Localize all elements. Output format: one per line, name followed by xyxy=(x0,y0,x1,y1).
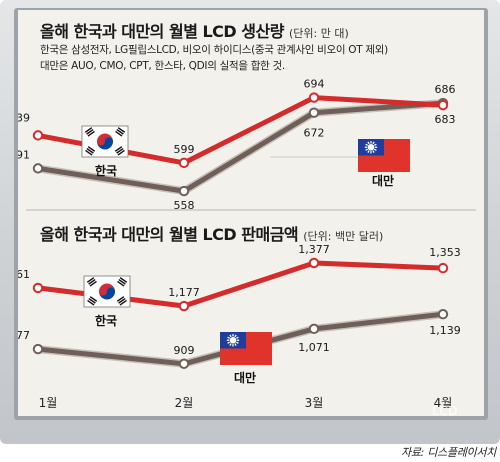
trigram-3 xyxy=(85,146,96,156)
monitor-brand-label: LCD xyxy=(432,404,458,418)
chart2-taiwan-flag-icon xyxy=(220,332,272,365)
trigram-bar xyxy=(114,146,123,152)
trigram-4 xyxy=(114,146,125,156)
trigram-bar xyxy=(87,299,95,306)
chart1-series-2-label-3: 672 xyxy=(304,127,325,140)
chart1-series-1-point-2 xyxy=(178,157,190,169)
chart2-korea-flag-icon xyxy=(83,275,131,308)
chart1-series-2-point-3 xyxy=(308,107,320,118)
chart2-series-2-label-3: 1,071 xyxy=(298,341,330,354)
chart1-unit: (단위: 만 대) xyxy=(289,27,349,40)
trigram-bar xyxy=(117,149,125,156)
chart1-series-2-label-1: 591 xyxy=(18,148,30,161)
trigram-bar xyxy=(86,277,95,283)
trigram-bar xyxy=(119,277,128,283)
chart2-unit: (단위: 백만 달러) xyxy=(303,230,384,243)
chart2-series-1-point-1 xyxy=(32,282,44,294)
trigram-bar xyxy=(89,296,98,302)
trigram-bar xyxy=(116,296,125,302)
chart2-series-1-label-3: 1,377 xyxy=(298,243,330,256)
chart1-note-2: 대만은 AUO, CMO, CPT, 한스타, QDI의 실적을 합한 것. xyxy=(40,60,285,72)
chart2-series-2-label-4: 1,139 xyxy=(429,324,461,337)
chart1-title: 올해 한국과 대만의 월별 LCD 생산량 (단위: 만 대) xyxy=(40,22,349,41)
chart1-series-2-line xyxy=(35,100,446,194)
chart2-taiwan-name: 대만 xyxy=(234,370,256,385)
trigram-bar xyxy=(117,280,125,287)
source-credit: 자료: 디스플레이서치 xyxy=(401,446,496,459)
chart1-series-2-point-1 xyxy=(32,163,44,174)
chart1-series-2-label-2: 558 xyxy=(174,199,195,212)
chart1-series-2-point-2 xyxy=(178,185,190,197)
chart2-series-2-point-4 xyxy=(437,309,449,320)
trigram-bar xyxy=(88,278,96,285)
chart2-series-2-point-1 xyxy=(32,343,44,355)
chart1-korea-flag-icon xyxy=(81,125,129,158)
chart1-taiwan-flag-icon xyxy=(358,139,410,172)
trigram-bar xyxy=(117,127,126,133)
trigram-1 xyxy=(86,277,97,287)
trigram-1 xyxy=(84,127,95,137)
chart1-series-2-label-4: 686 xyxy=(435,83,456,96)
chart2-series-1-point-3 xyxy=(308,257,320,269)
monitor-frame: 올해 한국과 대만의 월별 LCD 생산량 (단위: 만 대) 한국은 삼성전자… xyxy=(0,0,500,444)
trigram-bar xyxy=(85,149,93,156)
taegeuk-blue-inner xyxy=(105,137,113,146)
trigram-bar xyxy=(119,299,127,306)
x-tick-label-4: 4월 xyxy=(434,396,453,410)
chart2-series-1-label-4: 1,353 xyxy=(429,246,461,259)
trigram-bar xyxy=(87,146,96,152)
x-tick-label-1: 1월 xyxy=(39,396,58,410)
trigram-bar xyxy=(116,128,124,135)
chart1-series-1-point-1 xyxy=(32,130,44,141)
chart1-series-1-label-2: 599 xyxy=(174,143,195,156)
chart1-series-1-label-1: 639 xyxy=(18,111,30,124)
sun-disc xyxy=(229,336,237,345)
chart1-series-1-label-3: 694 xyxy=(304,78,325,91)
chart-canvas: 591558672686639599694683한국대만9779091,0711… xyxy=(18,78,476,410)
chart1-note-1: 한국은 삼성전자, LG필립스LCD, 비오이 하이디스(중국 관계사인 비오이… xyxy=(40,44,388,56)
chart1-series-1-label-4: 683 xyxy=(435,113,456,126)
chart1-series-1-point-3 xyxy=(308,92,320,103)
trigram-bar xyxy=(89,280,97,287)
taegeuk-red-inner xyxy=(99,287,107,296)
chart2-series-2-label-1: 977 xyxy=(18,329,30,342)
trigram-bar xyxy=(88,297,96,304)
trigram-4 xyxy=(116,296,127,306)
x-tick-label-2: 2월 xyxy=(175,396,194,410)
trigram-bar xyxy=(115,130,123,137)
sun-disc xyxy=(367,143,375,152)
x-tick-label-3: 3월 xyxy=(305,396,324,410)
trigram-2 xyxy=(115,127,126,137)
chart2-title: 올해 한국과 대만의 월별 LCD 판매금액 (단위: 백만 달러) xyxy=(40,225,384,244)
chart2-series-1-point-4 xyxy=(437,262,449,274)
trigram-bar xyxy=(87,130,95,137)
chart2-series-1-point-2 xyxy=(178,300,190,312)
trigram-bar xyxy=(86,128,94,135)
monitor-screen: 올해 한국과 대만의 월별 LCD 생산량 (단위: 만 대) 한국은 삼성전자… xyxy=(18,10,484,416)
trigram-bar xyxy=(84,127,93,133)
chart1-series-1-point-4 xyxy=(437,99,449,111)
trigram-3 xyxy=(87,296,98,306)
chart2-series-2-label-2: 909 xyxy=(174,344,195,357)
chart2-korea-name: 한국 xyxy=(95,313,117,328)
trigram-bar xyxy=(116,147,124,154)
chart2-series-1-label-1: 1,261 xyxy=(18,268,30,281)
chart2-series-2-point-2 xyxy=(178,358,190,369)
trigram-bar xyxy=(118,278,126,285)
taegeuk-red-inner xyxy=(97,137,105,146)
trigram-bar xyxy=(118,297,126,304)
chart1-taiwan-name: 대만 xyxy=(372,173,394,188)
chart1-korea-name: 한국 xyxy=(95,163,117,178)
chart2-series-1-label-2: 1,177 xyxy=(168,286,200,299)
taegeuk-blue-inner xyxy=(107,287,115,296)
trigram-2 xyxy=(117,277,128,287)
chart2-series-2-point-3 xyxy=(308,323,320,335)
trigram-bar xyxy=(86,147,94,154)
